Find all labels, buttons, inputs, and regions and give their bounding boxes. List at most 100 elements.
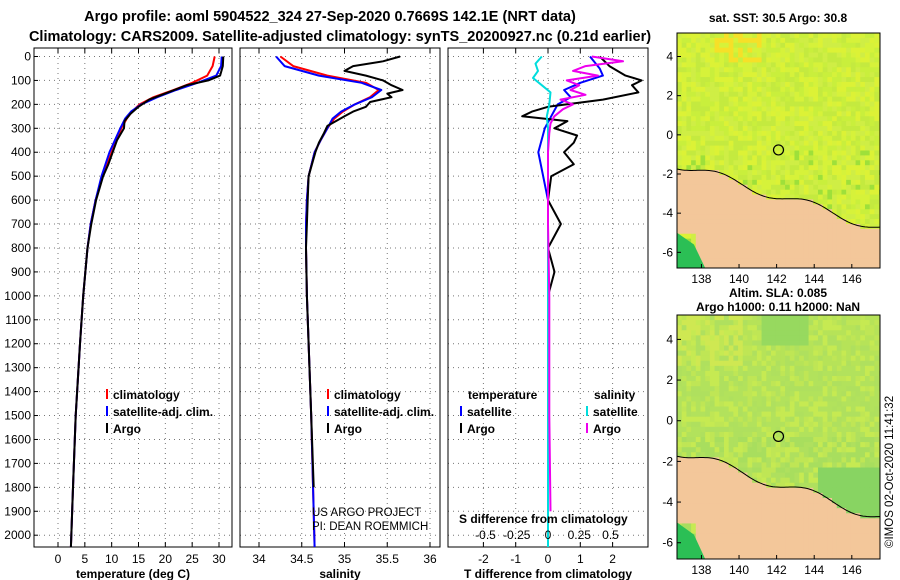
ocean-cell [855, 330, 861, 336]
land-cell [780, 498, 786, 504]
land-cell [808, 248, 814, 254]
land-cell [775, 518, 781, 525]
ocean-cell [770, 121, 777, 127]
ocean-cell [742, 325, 749, 331]
ocean-cell [705, 447, 711, 453]
ocean-cell [775, 477, 781, 484]
land-cell [728, 513, 734, 519]
land-cell [770, 518, 777, 525]
ocean-cell [686, 381, 692, 387]
land-cell [817, 248, 824, 254]
ocean-cell [780, 411, 786, 418]
ocean-cell [864, 72, 871, 78]
ocean-cell [714, 42, 720, 49]
ocean-cell [695, 33, 702, 39]
ocean-cell [860, 209, 866, 215]
ocean-cell [733, 160, 739, 166]
ocean-cell [803, 140, 810, 147]
land-cell [846, 228, 852, 235]
land-cell [756, 553, 763, 559]
ocean-cell [742, 179, 749, 186]
ocean-cell [723, 381, 730, 387]
ocean-cell [860, 160, 866, 166]
ocean-cell [841, 140, 847, 147]
ocean-cell [799, 411, 805, 418]
ocean-cell [770, 189, 777, 196]
land-cell [855, 523, 861, 530]
ocean-cell [864, 355, 871, 362]
ocean-cell [677, 320, 683, 326]
land-cell [785, 487, 791, 494]
ocean-cell [677, 135, 683, 142]
ocean-cell [836, 199, 843, 205]
ocean-cell [747, 170, 753, 176]
land-cell [855, 233, 861, 240]
ocean-cell [719, 72, 725, 78]
ocean-cell [869, 67, 875, 73]
map-y-tick-label: -4 [662, 206, 673, 220]
ocean-cell [733, 101, 739, 108]
ocean-cell [761, 101, 767, 108]
ocean-cell [738, 426, 744, 433]
ocean-cell [855, 116, 861, 122]
land-cell [836, 228, 843, 235]
ocean-cell [742, 106, 749, 112]
ocean-cell [855, 145, 861, 152]
ocean-cell [864, 325, 871, 331]
ocean-cell [808, 126, 814, 132]
ocean-cell [770, 96, 777, 103]
ocean-cell [789, 140, 796, 147]
ocean-cell [813, 411, 819, 418]
land-cell [723, 243, 730, 250]
land-cell [719, 258, 725, 264]
ocean-cell [785, 315, 791, 321]
ocean-cell [827, 101, 833, 108]
land-cell [860, 543, 866, 550]
land-cell [700, 174, 706, 181]
land-cell [808, 238, 814, 245]
ocean-cell [822, 376, 828, 382]
ocean-cell [719, 150, 725, 156]
land-cell [756, 543, 763, 550]
ocean-cell [780, 365, 786, 372]
ocean-cell [766, 106, 772, 112]
ocean-cell [869, 165, 875, 171]
ocean-cell [761, 140, 767, 147]
ocean-cell [860, 214, 866, 220]
land-cell [808, 553, 814, 559]
ocean-cell [869, 350, 875, 357]
ocean-cell [817, 355, 824, 362]
ocean-cell [832, 145, 838, 152]
land-cell [752, 553, 758, 559]
land-cell [709, 472, 716, 479]
ocean-cell [836, 77, 843, 83]
ocean-cell [803, 457, 810, 464]
ocean-cell [752, 462, 758, 469]
ocean-cell [752, 350, 758, 357]
ocean-cell [803, 37, 810, 44]
ocean-cell [846, 189, 852, 196]
y-tick-label: 900 [11, 265, 31, 279]
land-cell [742, 498, 749, 504]
ocean-cell [850, 487, 857, 494]
land-cell [864, 248, 871, 254]
land-cell [770, 248, 777, 254]
ocean-cell [752, 47, 758, 54]
ocean-cell [832, 477, 838, 484]
ocean-cell [846, 106, 852, 112]
ocean-cell [723, 396, 730, 403]
land-cell [714, 508, 720, 514]
land-cell [775, 209, 781, 215]
ocean-cell [775, 194, 781, 201]
land-cell [841, 238, 847, 245]
ocean-cell [846, 325, 852, 331]
land-cell [761, 528, 767, 535]
ocean-cell [695, 160, 702, 166]
ocean-cell [874, 160, 880, 166]
ocean-cell [869, 325, 875, 331]
ocean-cell [677, 396, 683, 403]
land-cell [728, 219, 734, 225]
ocean-cell [817, 345, 824, 352]
ocean-cell [780, 457, 786, 464]
ocean-cell [705, 350, 711, 357]
